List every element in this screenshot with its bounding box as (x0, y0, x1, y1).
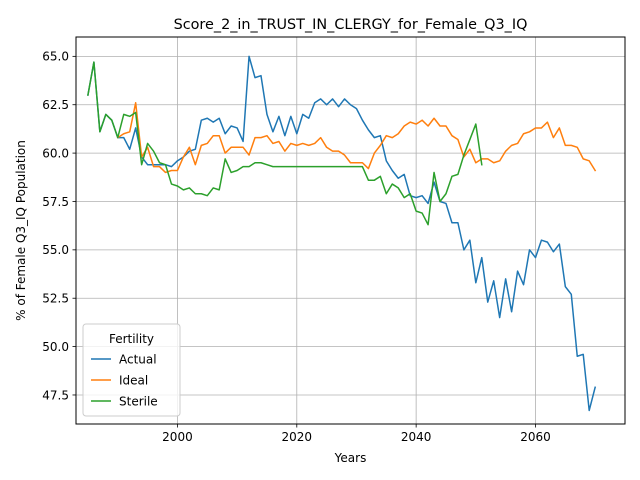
series-line-sterile (87, 61, 483, 226)
y-tick-label: 52.5 (42, 292, 69, 306)
legend: Fertility Actual Ideal Sterile (82, 323, 181, 417)
x-tick-label: 2000 (162, 430, 193, 444)
legend-label-ideal: Ideal (119, 373, 148, 387)
x-axis-label: Years (334, 451, 367, 465)
y-axis-label: % of Female Q3_IQ Population (14, 140, 28, 321)
plot-frame (75, 36, 626, 425)
x-tick-label: 2060 (520, 430, 551, 444)
legend-title: Fertility (109, 332, 154, 346)
x-axis-ticks: 2000 2020 2040 2060 (162, 424, 551, 444)
series-line-ideal (116, 102, 597, 174)
legend-items: Actual Ideal Sterile (91, 352, 158, 408)
y-tick-label: 65.0 (42, 50, 69, 64)
legend-label-actual: Actual (119, 352, 157, 366)
y-tick-label: 60.0 (42, 146, 69, 160)
x-tick-label: 2020 (282, 430, 313, 444)
chart-title: Score_2_in_TRUST_IN_CLERGY_for_Female_Q3… (174, 17, 528, 33)
x-tick-label: 2040 (401, 430, 432, 444)
series-line-actual (87, 55, 597, 412)
y-tick-label: 47.5 (42, 388, 69, 402)
y-tick-label: 50.0 (42, 340, 69, 354)
y-tick-label: 55.0 (42, 243, 69, 257)
legend-label-sterile: Sterile (119, 394, 158, 408)
series-layer (87, 55, 597, 412)
y-axis-ticks: 47.5 50.0 52.5 55.0 57.5 60.0 62.5 65.0 (42, 50, 76, 402)
y-tick-label: 62.5 (42, 98, 69, 112)
y-tick-label: 57.5 (42, 195, 69, 209)
legend-box (82, 323, 181, 417)
